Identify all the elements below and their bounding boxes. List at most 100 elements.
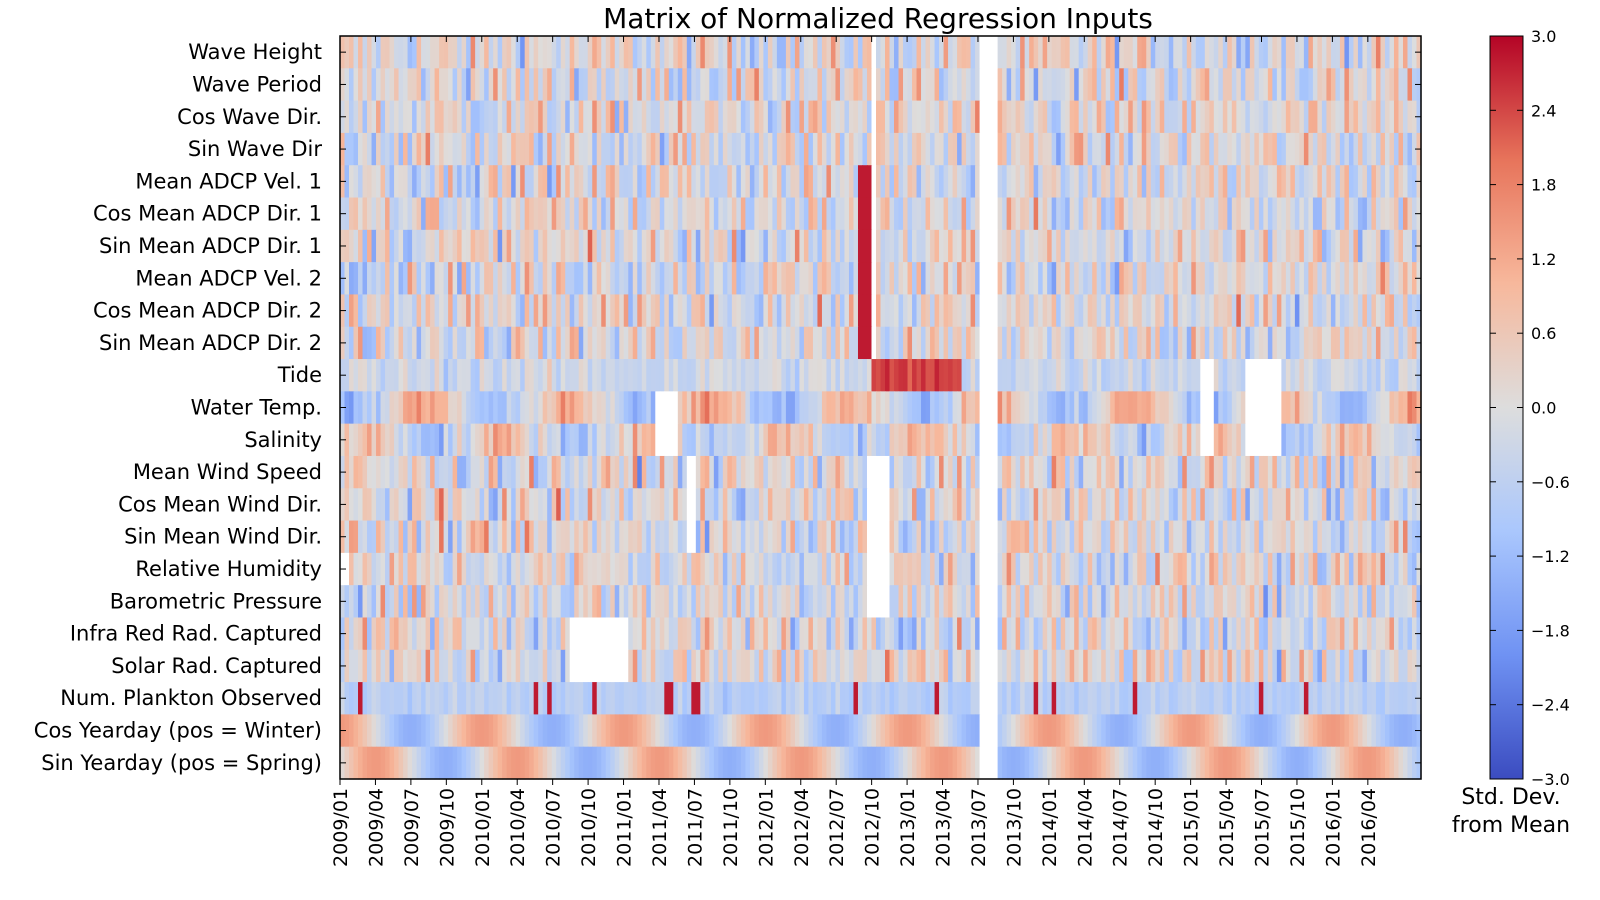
heat-cell [1033,165,1039,199]
heat-cell [556,423,562,457]
heat-cell [1371,262,1377,296]
heat-cell [452,229,458,263]
heat-cell [506,617,512,651]
heat-cell [1240,262,1246,296]
heat-cell [1254,617,1260,651]
heat-cell [903,326,909,360]
heat-cell [934,294,940,328]
heat-cell [1389,326,1395,360]
heat-cell [551,359,557,392]
heat-cell [538,359,544,392]
heat-cell [1285,132,1291,166]
heat-cell [1195,36,1201,69]
heat-cell [1168,682,1174,715]
heat-cell [885,359,891,392]
heat-cell [1105,36,1111,69]
heat-cell [1083,423,1089,457]
heat-cell [376,617,382,651]
heat-cell [457,649,463,683]
heat-cell [583,617,589,651]
heat-cell [1393,165,1400,199]
heat-cell [394,132,400,166]
heat-cell [1092,229,1098,263]
heat-cell [1290,520,1296,554]
heat-cell [1038,132,1044,166]
heat-cell [443,229,449,263]
heat-cell [1299,359,1305,392]
heat-cell [1092,585,1098,619]
heat-cell [1231,132,1237,166]
heat-cell [817,36,823,69]
heat-cell [1375,132,1382,166]
heat-cell [524,100,530,134]
heat-cell [997,455,1003,489]
heat-cell [1029,585,1035,619]
heat-cell [776,423,782,457]
heat-cell [1335,423,1341,457]
heat-cell [380,617,386,651]
heat-cell [1213,294,1219,328]
heat-cell [646,294,652,328]
heat-cell [659,294,665,328]
heat-cell [1060,585,1066,619]
heat-cell [857,197,864,231]
heat-cell [362,100,368,134]
heat-cell [443,165,449,199]
heat-cell [1002,617,1008,651]
heat-cell [493,165,499,199]
heat-cell [1290,488,1296,522]
heat-cell [1294,36,1300,69]
heat-cell [578,229,584,263]
heat-cell [1227,68,1233,102]
heat-cell [898,132,904,166]
heat-cell [682,36,688,69]
heat-cell [758,552,764,586]
heat-cell [1335,359,1341,392]
heat-cell [1389,552,1395,586]
heat-cell [506,294,512,328]
heat-cell [1191,359,1197,392]
heat-cell [659,132,665,166]
heat-cell [1191,617,1197,651]
heat-cell [1056,229,1062,263]
heat-cell [1105,617,1111,651]
heat-cell [628,617,634,651]
heat-cell [853,391,859,425]
heat-cell [1002,294,1008,328]
heat-cell [1375,520,1382,554]
heat-cell [979,649,985,683]
heat-cell [970,165,976,199]
heat-cell [1123,520,1129,554]
heat-cell [1096,229,1102,263]
heat-cell [367,391,373,425]
heat-cell [916,36,922,69]
heat-cell [461,359,467,392]
heat-cell [619,488,625,522]
heat-cell [821,326,828,360]
heat-cell [975,585,981,619]
heat-cell [497,359,503,392]
heat-cell [1258,520,1264,554]
heat-cell [1236,520,1242,554]
heat-cell [1411,649,1418,683]
heat-cell [1087,552,1093,586]
heat-cell [862,649,868,683]
heat-cell [1362,359,1368,392]
heat-cell [1276,36,1282,69]
heat-cell [605,294,611,328]
heat-cell [1164,294,1170,328]
heat-cell [848,617,855,651]
heat-cell [1200,229,1206,263]
heat-cell [1092,649,1098,683]
heat-cell [1353,488,1359,522]
heat-cell [686,100,692,134]
heat-cell [862,326,868,360]
heat-cell [794,294,801,328]
heat-cell [781,359,787,392]
heat-cell [1105,649,1111,683]
heat-cell [439,585,445,619]
heat-cell [718,294,724,328]
heat-cell [380,488,386,522]
heat-cell [551,617,557,651]
heat-cell [812,197,819,231]
